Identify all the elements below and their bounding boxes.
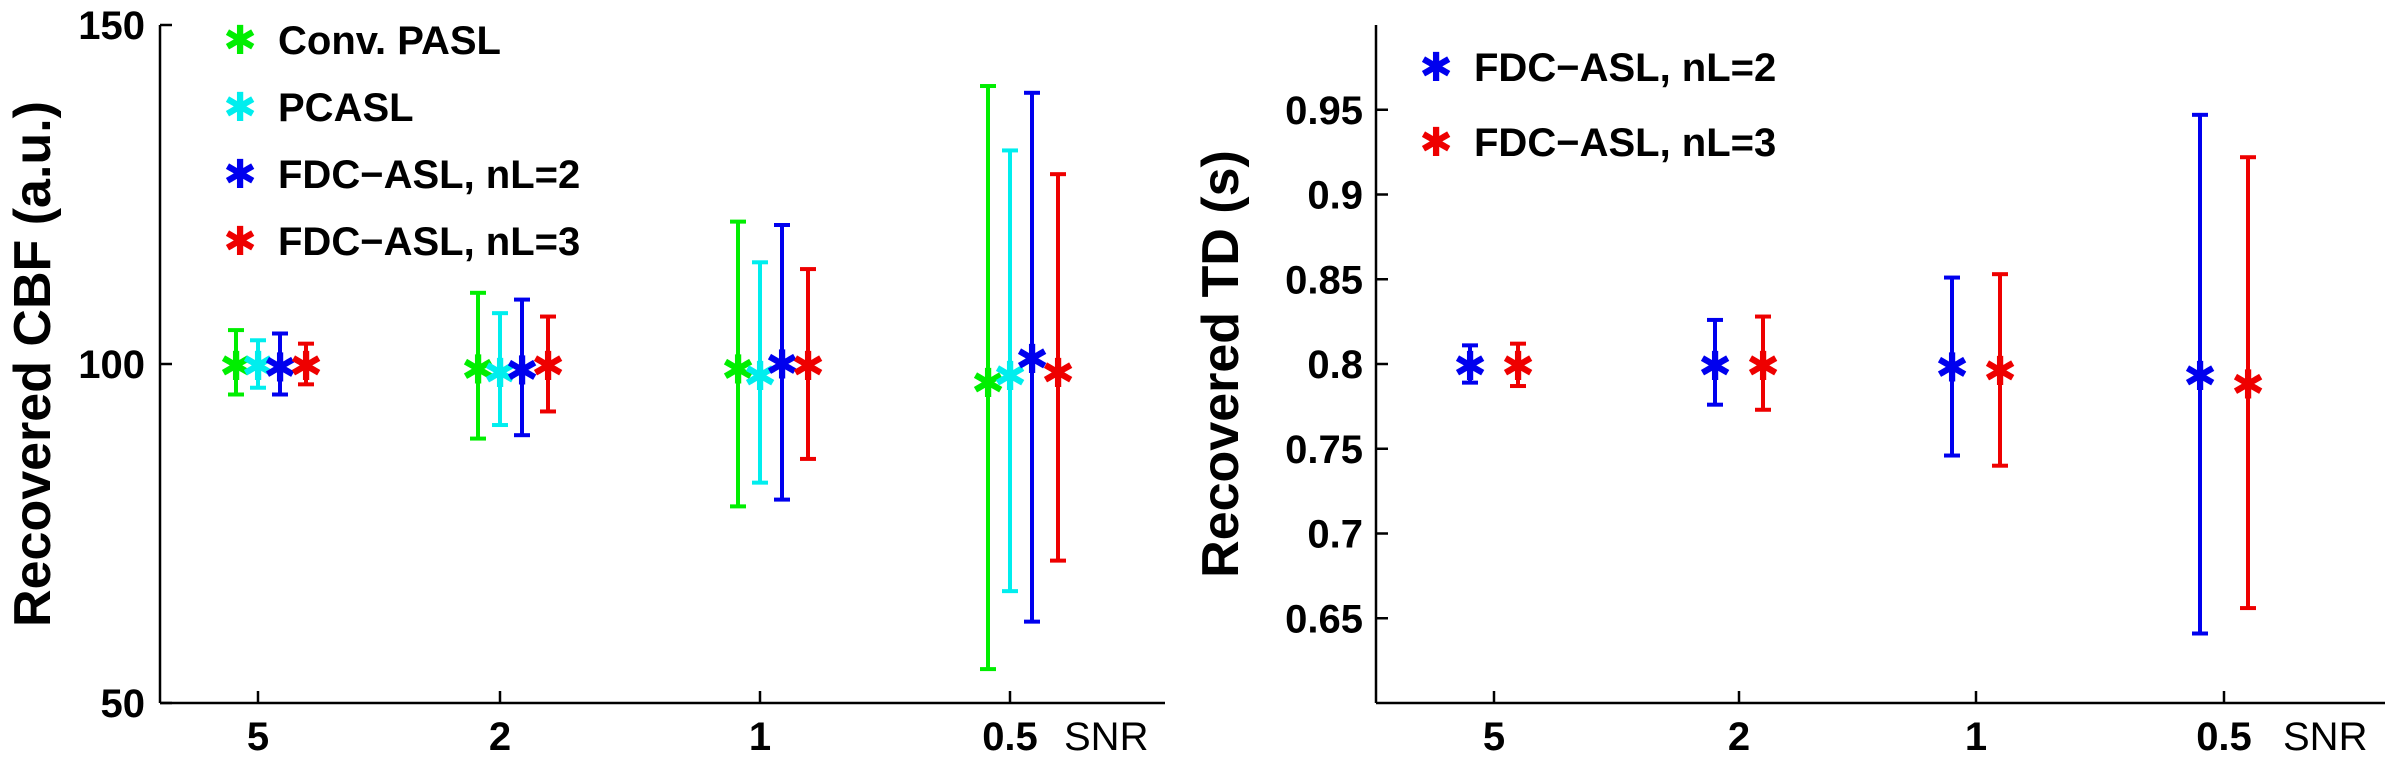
cbf-errorbar: ✱ (971, 84, 1005, 672)
td-ytick-label: 0.65 (1285, 597, 1363, 641)
asterisk-marker-icon: ✱ (223, 219, 257, 265)
cbf-legend-label: PCASL (278, 86, 414, 130)
cbf-data-point: ✱ (993, 354, 1027, 400)
td-errorbar: ✱ (1698, 317, 1732, 407)
cbf-errorbar: ✱ (765, 223, 799, 502)
cbf-data-point: ✱ (791, 344, 825, 390)
asterisk-marker-icon: ✱ (223, 85, 257, 131)
td-errorbar: ✱ (2183, 112, 2217, 636)
td-xtick-label: 5 (1483, 715, 1505, 759)
cbf-data-point: ✱ (1041, 351, 1075, 397)
td-xtick-label: 0.5 (2196, 715, 2252, 759)
cbf-x-axis-title: SNR (1064, 715, 1148, 759)
td-data-point: ✱ (2231, 363, 2265, 409)
td-data-point: ✱ (1453, 344, 1487, 390)
cbf-errorbar: ✱ (241, 338, 275, 390)
cbf-xtick-label: 5 (247, 715, 269, 759)
cbf-errorbar: ✱ (993, 148, 1027, 594)
asterisk-marker-icon: ✱ (1419, 45, 1453, 91)
td-data-point: ✱ (1983, 349, 2017, 395)
cbf-legend-item: ✱ FDC−ASL, nL=2 (223, 152, 580, 198)
cbf-ytick-label: 100 (78, 343, 145, 387)
cbf-errorbar: ✱ (219, 328, 253, 397)
cbf-errorbar: ✱ (263, 331, 297, 397)
cbf-errorbar: ✱ (483, 311, 517, 428)
cbf-ytick-label: 150 (78, 4, 145, 48)
cbf-legend-item: ✱ PCASL (223, 85, 413, 131)
cbf-errorbar: ✱ (743, 260, 777, 485)
cbf-xtick-label: 1 (749, 715, 771, 759)
cbf-data-point: ✱ (483, 351, 517, 397)
td-ytick-label: 0.8 (1307, 343, 1363, 387)
td-data-point: ✱ (1935, 346, 1969, 392)
cbf-data-point: ✱ (461, 347, 495, 393)
td-legend-label: FDC−ASL, nL=3 (1474, 121, 1776, 165)
td-legend-label: FDC−ASL, nL=2 (1474, 46, 1776, 90)
cbf-data-point: ✱ (219, 344, 253, 390)
asterisk-marker-icon: ✱ (223, 152, 257, 198)
cbf-errorbar: ✱ (505, 297, 539, 438)
cbf-data-point: ✱ (241, 344, 275, 390)
cbf-data-point: ✱ (721, 347, 755, 393)
cbf-legend-label: FDC−ASL, nL=3 (278, 220, 580, 264)
td-legend-item: ✱ FDC−ASL, nL=2 (1419, 45, 1776, 91)
td-legend: ✱ FDC−ASL, nL=2 ✱ FDC−ASL, nL=3 (1419, 45, 1776, 166)
td-errorbar: ✱ (1746, 314, 1780, 412)
td-ytick-label: 0.9 (1307, 174, 1363, 218)
cbf-errorbar: ✱ (791, 267, 825, 461)
td-errorbar: ✱ (1935, 275, 1969, 458)
td-chart: Recovered TD (s) SNR 0.950.90.850.80.750… (1192, 25, 2385, 759)
cbf-errorbar: ✱ (531, 314, 565, 414)
cbf-errorbar: ✱ (1015, 90, 1049, 624)
td-data-point: ✱ (1501, 344, 1535, 390)
td-errorbar: ✱ (1453, 343, 1487, 390)
asterisk-marker-icon: ✱ (223, 18, 257, 64)
cbf-ticks: 150 100 50 5 2 1 0.5 (78, 4, 1038, 759)
cbf-errorbar: ✱ (289, 341, 323, 390)
cbf-marks: ✱ ✱ ✱ ✱✱ ✱ ✱ ✱✱ ✱ ✱ ✱✱ ✱ ✱ ✱ (219, 84, 1075, 672)
asterisk-marker-icon: ✱ (1419, 120, 1453, 166)
cbf-legend-item: ✱ FDC−ASL, nL=3 (223, 219, 580, 265)
cbf-data-point: ✱ (971, 361, 1005, 407)
cbf-data-point: ✱ (263, 345, 297, 391)
td-errorbar: ✱ (2231, 155, 2265, 611)
td-ticks: 0.95 0.9 0.85 0.8 0.75 0.7 0.65 5 2 1 0.5 (1285, 89, 2252, 759)
cbf-data-point: ✱ (531, 344, 565, 390)
cbf-data-point: ✱ (1015, 337, 1049, 383)
td-legend-item: ✱ FDC−ASL, nL=3 (1419, 120, 1776, 166)
td-data-point: ✱ (2183, 354, 2217, 400)
td-marks: ✱ ✱ ✱ ✱ ✱ ✱ ✱ ✱ (1453, 112, 2265, 636)
td-ytick-label: 0.7 (1307, 513, 1363, 557)
cbf-errorbar: ✱ (461, 290, 495, 441)
td-ytick-label: 0.95 (1285, 89, 1363, 133)
td-errorbar: ✱ (1501, 341, 1535, 390)
cbf-legend-label: Conv. PASL (278, 19, 501, 63)
td-y-axis-title: Recovered TD (s) (1192, 150, 1250, 578)
cbf-data-point: ✱ (743, 354, 777, 400)
td-x-axis-title: SNR (2283, 715, 2367, 759)
cbf-data-point: ✱ (505, 349, 539, 395)
cbf-xtick-label: 0.5 (982, 715, 1038, 759)
td-xtick-label: 1 (1965, 715, 1987, 759)
cbf-data-point: ✱ (765, 343, 799, 389)
cbf-errorbar: ✱ (1041, 172, 1075, 563)
cbf-y-axis-title: Recovered CBF (a.u.) (4, 101, 62, 627)
td-errorbar: ✱ (1983, 272, 2017, 468)
cbf-legend: ✱ Conv. PASL ✱ PCASL ✱ FDC−ASL, nL=2 ✱ FDC−ASL,… (223, 18, 580, 265)
td-ytick-label: 0.75 (1285, 428, 1363, 472)
cbf-data-point: ✱ (289, 344, 323, 390)
cbf-legend-label: FDC−ASL, nL=2 (278, 153, 580, 197)
cbf-legend-item: ✱ Conv. PASL (223, 18, 501, 64)
td-data-point: ✱ (1698, 344, 1732, 390)
td-ytick-label: 0.85 (1285, 258, 1363, 302)
td-data-point: ✱ (1746, 344, 1780, 390)
td-xtick-label: 2 (1728, 715, 1750, 759)
cbf-errorbar: ✱ (721, 219, 755, 509)
cbf-xtick-label: 2 (489, 715, 511, 759)
cbf-ytick-label: 50 (101, 682, 146, 726)
